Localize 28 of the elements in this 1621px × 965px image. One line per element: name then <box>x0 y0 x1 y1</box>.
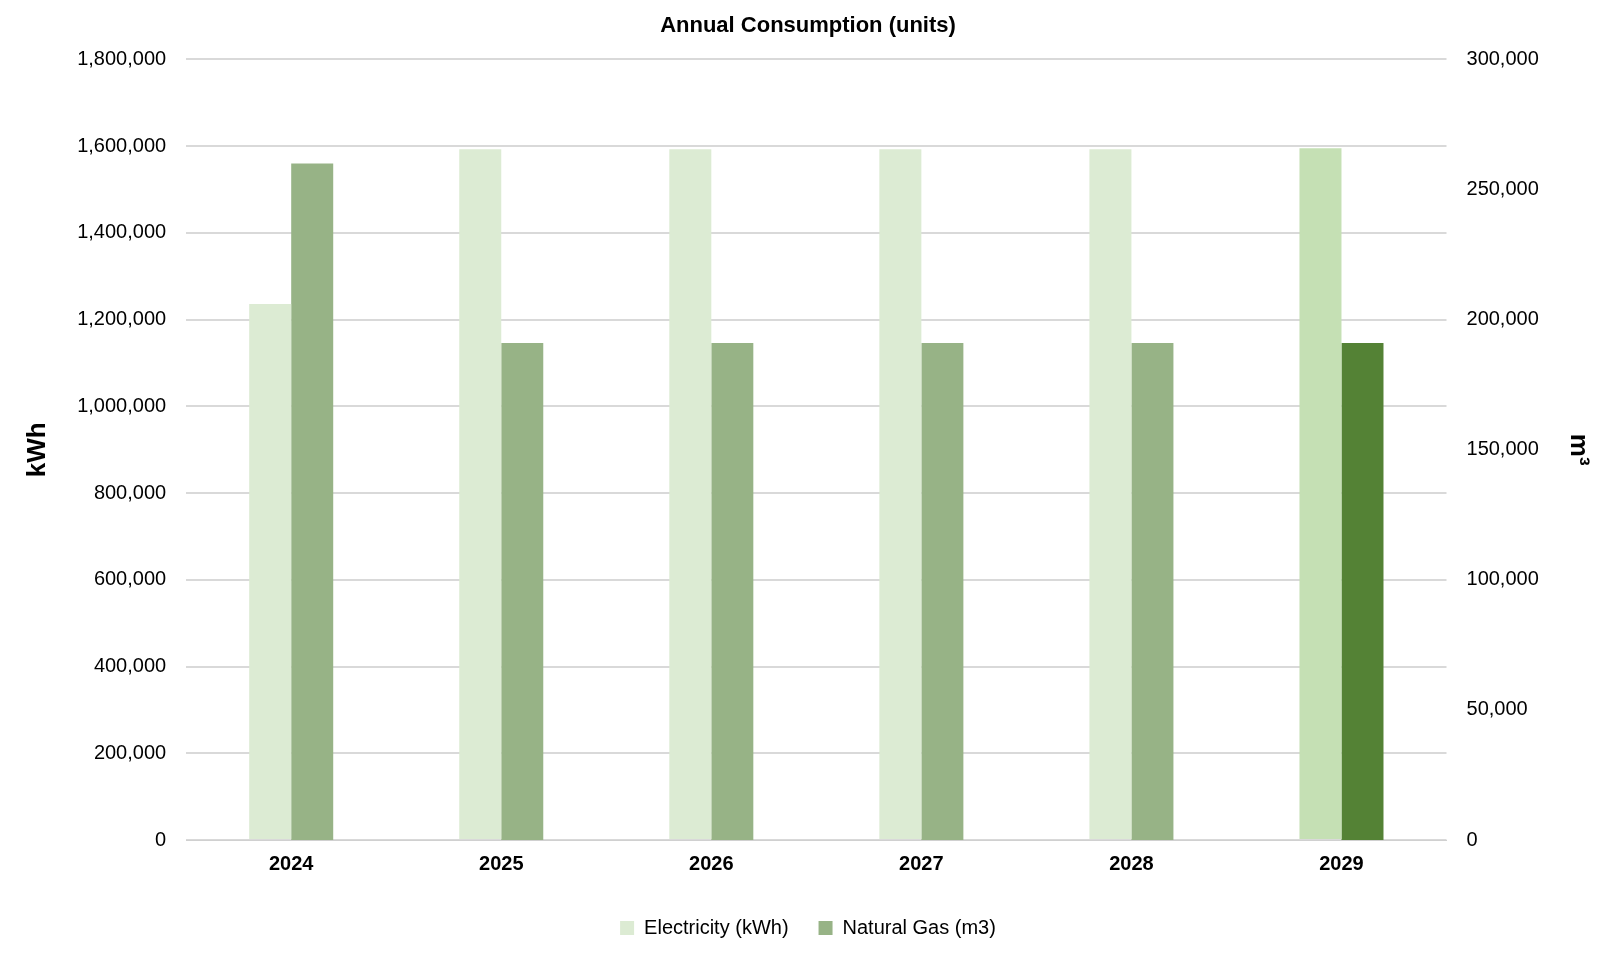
y2-tick-label: 150,000 <box>1466 437 1539 460</box>
y2-tick-label: 0 <box>1466 827 1478 850</box>
y-tick-label: 0 <box>155 827 167 850</box>
y-tick-label: 1,400,000 <box>77 220 167 243</box>
y-tick-label: 1,800,000 <box>77 46 167 69</box>
y2-tick-label: 300,000 <box>1466 46 1539 69</box>
y2-tick-label: 200,000 <box>1466 307 1539 330</box>
y-tick-label: 1,200,000 <box>77 307 167 330</box>
legend-label: Electricity (kWh) <box>644 915 789 938</box>
y-tick-label: 400,000 <box>93 654 167 677</box>
chart-title: Annual Consumption (units) <box>660 12 956 38</box>
y-tick-label: 200,000 <box>93 740 167 763</box>
y2-tick-label: 250,000 <box>1466 177 1539 200</box>
x-tick-label: 2028 <box>1109 851 1154 874</box>
y-tick-label: 1,600,000 <box>77 133 167 156</box>
y-axis-title: kWh <box>20 422 51 478</box>
y-tick-label: 1,000,000 <box>77 393 167 416</box>
y2-tick-label: 100,000 <box>1466 567 1539 590</box>
x-tick-label: 2025 <box>479 851 524 874</box>
y2-axis-title: m³ <box>1565 433 1596 466</box>
y-tick-label: 800,000 <box>93 480 167 503</box>
x-tick-label: 2026 <box>689 851 734 874</box>
y-tick-label: 600,000 <box>93 567 167 590</box>
x-tick-label: 2024 <box>268 851 315 874</box>
y2-tick-label: 50,000 <box>1466 697 1528 720</box>
x-tick-label: 2029 <box>1319 851 1364 874</box>
legend-label: Natural Gas (m3) <box>842 915 996 938</box>
x-tick-label: 2027 <box>899 851 944 874</box>
